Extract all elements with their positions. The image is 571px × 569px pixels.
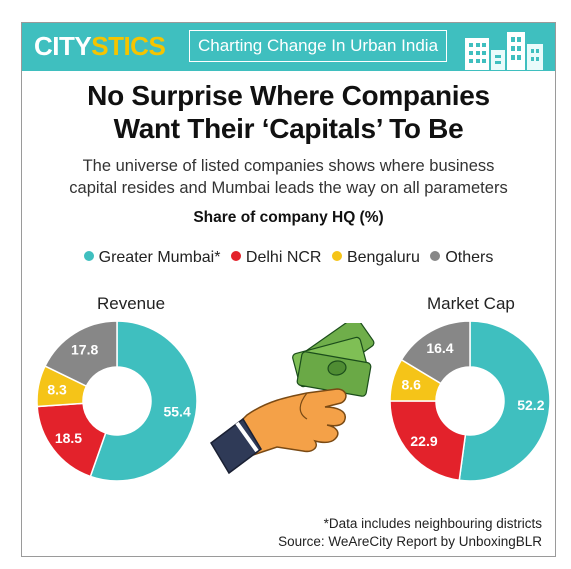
market-cap-label-bengaluru: 8.6 xyxy=(401,377,421,393)
market-cap-slice-others xyxy=(400,320,471,385)
legend-swatch-greater-mumbai xyxy=(83,251,94,261)
legend-label-greater-mumbai: Greater Mumbai* xyxy=(98,249,221,266)
headline-line-2: Want Their ‘Capitals’ To Be xyxy=(113,113,464,144)
market-cap-slice-greater-mumbai xyxy=(458,320,551,482)
legend-swatch-bengaluru xyxy=(331,251,342,261)
revenue-slice-others xyxy=(44,320,118,388)
market-cap-label-others: 16.4 xyxy=(426,340,453,356)
tagline: Charting Change In Urban India xyxy=(189,30,448,62)
legend-label-bengaluru: Bengaluru xyxy=(346,249,420,266)
legend-swatch-others xyxy=(430,251,441,261)
brand-part-2: STICS xyxy=(91,31,166,61)
subtitle-line-1: The universe of listed companies shows w… xyxy=(82,157,495,175)
hand-with-cash-icon xyxy=(210,323,375,475)
legend-swatch-delhi-ncr xyxy=(230,251,241,261)
brand-part-1: CITY xyxy=(34,31,92,61)
footnote-line-2: Source: WeAreCity Report by UnboxingBLR xyxy=(278,534,542,549)
revenue-label-others: 17.8 xyxy=(71,341,98,357)
legend-label-others: Others xyxy=(445,249,494,266)
share-title: Share of company HQ (%) xyxy=(193,209,384,226)
legend: Greater Mumbai* Delhi NCR Bengaluru Othe… xyxy=(22,249,555,267)
revenue-donut-chart: 55.4 18.5 8.3 17.8 xyxy=(36,320,198,482)
market-cap-chart-title: Market Cap xyxy=(427,294,515,313)
market-cap-slice-delhi-ncr xyxy=(389,400,467,482)
subtitle-line-2: capital resides and Mumbai leads the way… xyxy=(69,179,508,197)
header-banner: CITYSTICS Charting Change In Urban India xyxy=(22,23,555,71)
subtitle: The universe of listed companies shows w… xyxy=(22,155,555,199)
revenue-label-greater-mumbai: 55.4 xyxy=(163,403,190,419)
headline: No Surprise Where Companies Want Their ‘… xyxy=(22,79,555,145)
infographic-frame: CITYSTICS Charting Change In Urban India… xyxy=(21,22,556,557)
revenue-chart-title: Revenue xyxy=(97,294,166,313)
skyline-icon xyxy=(465,32,543,70)
legend-item-delhi-ncr: Delhi NCR xyxy=(230,249,322,267)
legend-item-others: Others xyxy=(430,249,493,267)
headline-line-1: No Surprise Where Companies xyxy=(87,80,490,111)
legend-item-bengaluru: Bengaluru xyxy=(331,249,420,267)
market-cap-label-delhi-ncr: 22.9 xyxy=(410,433,437,449)
legend-item-greater-mumbai: Greater Mumbai* xyxy=(83,249,221,267)
revenue-label-delhi-ncr: 18.5 xyxy=(55,430,82,446)
footnote-line-1: *Data includes neighbouring districts xyxy=(323,516,542,531)
brand-logo: CITYSTICS xyxy=(34,31,166,62)
revenue-label-bengaluru: 8.3 xyxy=(47,381,67,397)
footnote: *Data includes neighbouring districts So… xyxy=(278,515,542,551)
market-cap-label-greater-mumbai: 52.2 xyxy=(517,397,544,413)
legend-label-delhi-ncr: Delhi NCR xyxy=(245,249,322,266)
market-cap-donut-chart: 52.2 22.9 8.6 16.4 xyxy=(389,320,551,482)
